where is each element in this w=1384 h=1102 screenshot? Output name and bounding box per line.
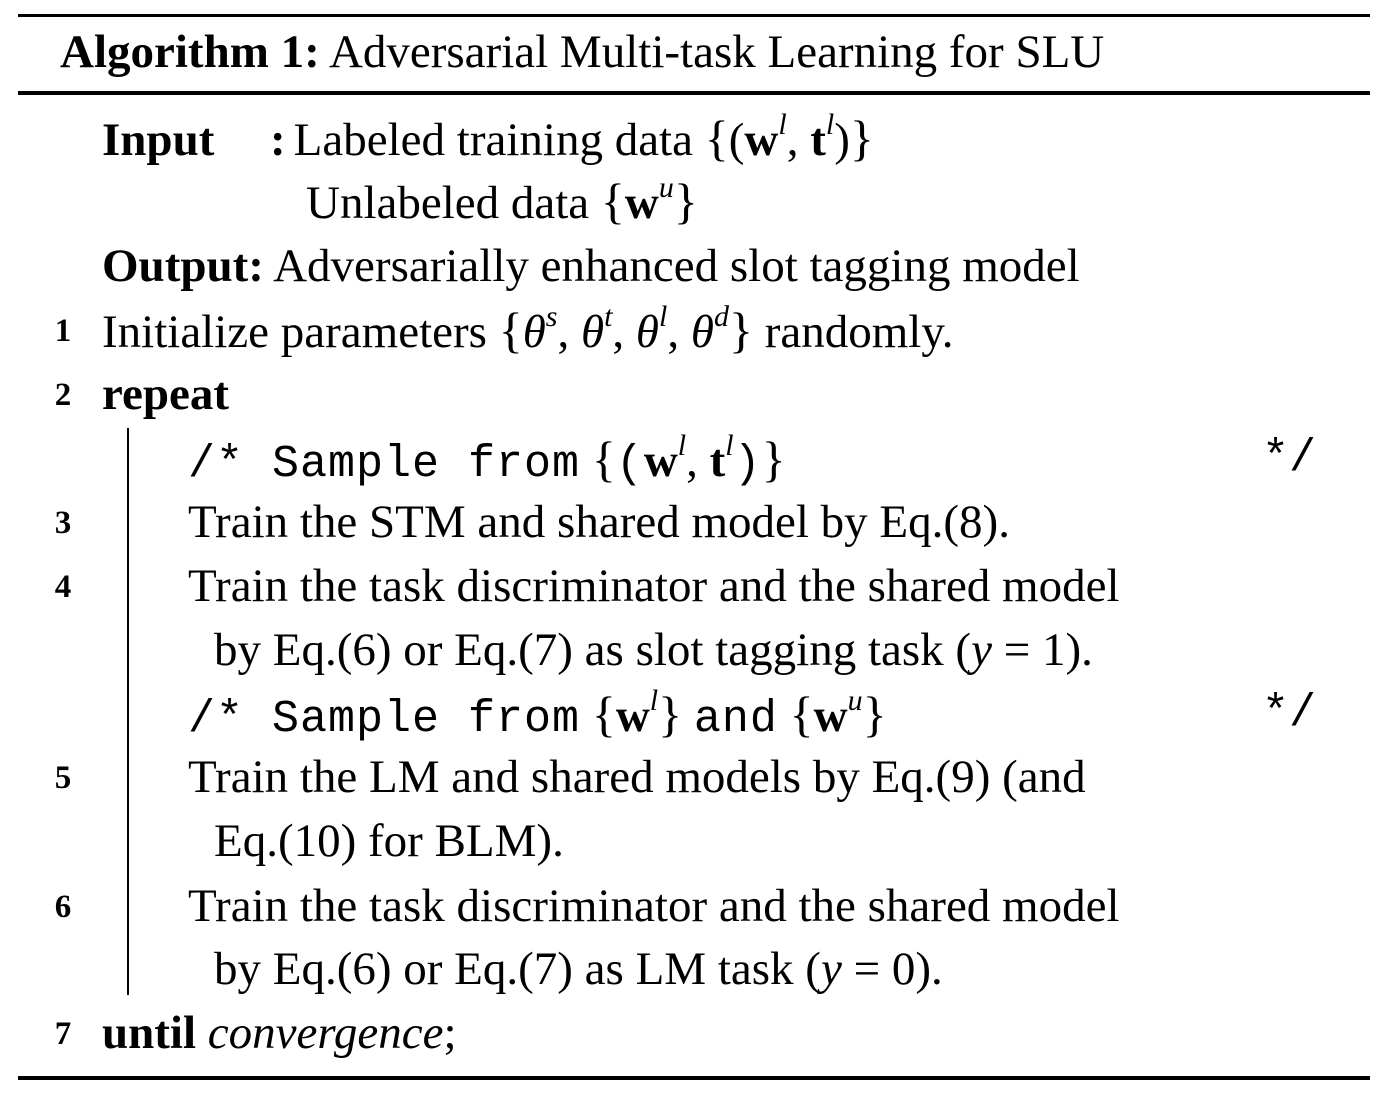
- step-6: Train the task discriminator and the sha…: [188, 880, 1120, 932]
- line-number-5: 5: [54, 760, 72, 796]
- step-5: Train the LM and shared models by Eq.(9)…: [188, 751, 1086, 803]
- line-number-6: 6: [54, 889, 72, 925]
- output-label: Output:: [102, 240, 264, 292]
- output-text: Adversarially enhanced slot tagging mode…: [273, 240, 1080, 292]
- algorithm-label: Algorithm 1:: [60, 26, 320, 78]
- loop-block-bar: [127, 428, 129, 995]
- line-number-7: 7: [54, 1016, 72, 1052]
- algorithm-title: Adversarial Multi-task Learning for SLU: [328, 26, 1105, 78]
- input-label: Input: [102, 114, 215, 166]
- line-number-4: 4: [54, 569, 72, 605]
- step-2-repeat: repeat: [102, 368, 230, 420]
- step-6-continuation: by Eq.(6) or Eq.(7) as LM task (y = 0).: [214, 943, 943, 995]
- step-3: Train the STM and shared model by Eq.(8)…: [188, 496, 1010, 548]
- output-line: Output: Adversarially enhanced slot tagg…: [102, 238, 1080, 294]
- caption-rule: [18, 91, 1370, 95]
- comment-1: /* Sample from {(wl, tl)}: [188, 429, 786, 490]
- line-number-2: 2: [54, 377, 72, 413]
- input-labeled-text: Labeled training data: [293, 114, 693, 166]
- algorithm-caption: Algorithm 1: Adversarial Multi-task Lear…: [60, 24, 1104, 80]
- step-5-continuation: Eq.(10) for BLM).: [214, 815, 564, 867]
- step-1: Initialize parameters {θs, θt, θl, θd} r…: [102, 300, 954, 358]
- step-4: Train the task discriminator and the sha…: [188, 560, 1120, 612]
- comment-1-end: */: [1262, 433, 1317, 484]
- bottom-rule: [18, 1076, 1370, 1080]
- input-unlabeled-text: Unlabeled data: [306, 177, 590, 229]
- line-number-1: 1: [54, 313, 72, 349]
- input-line: Input: Labeled training data {(wl, tl)}: [102, 108, 874, 166]
- line-number-3: 3: [54, 505, 72, 541]
- input-separator: :: [270, 114, 286, 166]
- top-rule: [18, 14, 1370, 17]
- comment-2: /* Sample from {wl} and {wu}: [188, 684, 887, 745]
- input-unlabeled-line: Unlabeled data {wu}: [306, 171, 698, 229]
- step-4-continuation: by Eq.(6) or Eq.(7) as slot tagging task…: [214, 624, 1093, 676]
- step-7-until: until convergence;: [102, 1007, 457, 1059]
- comment-2-end: */: [1262, 688, 1317, 739]
